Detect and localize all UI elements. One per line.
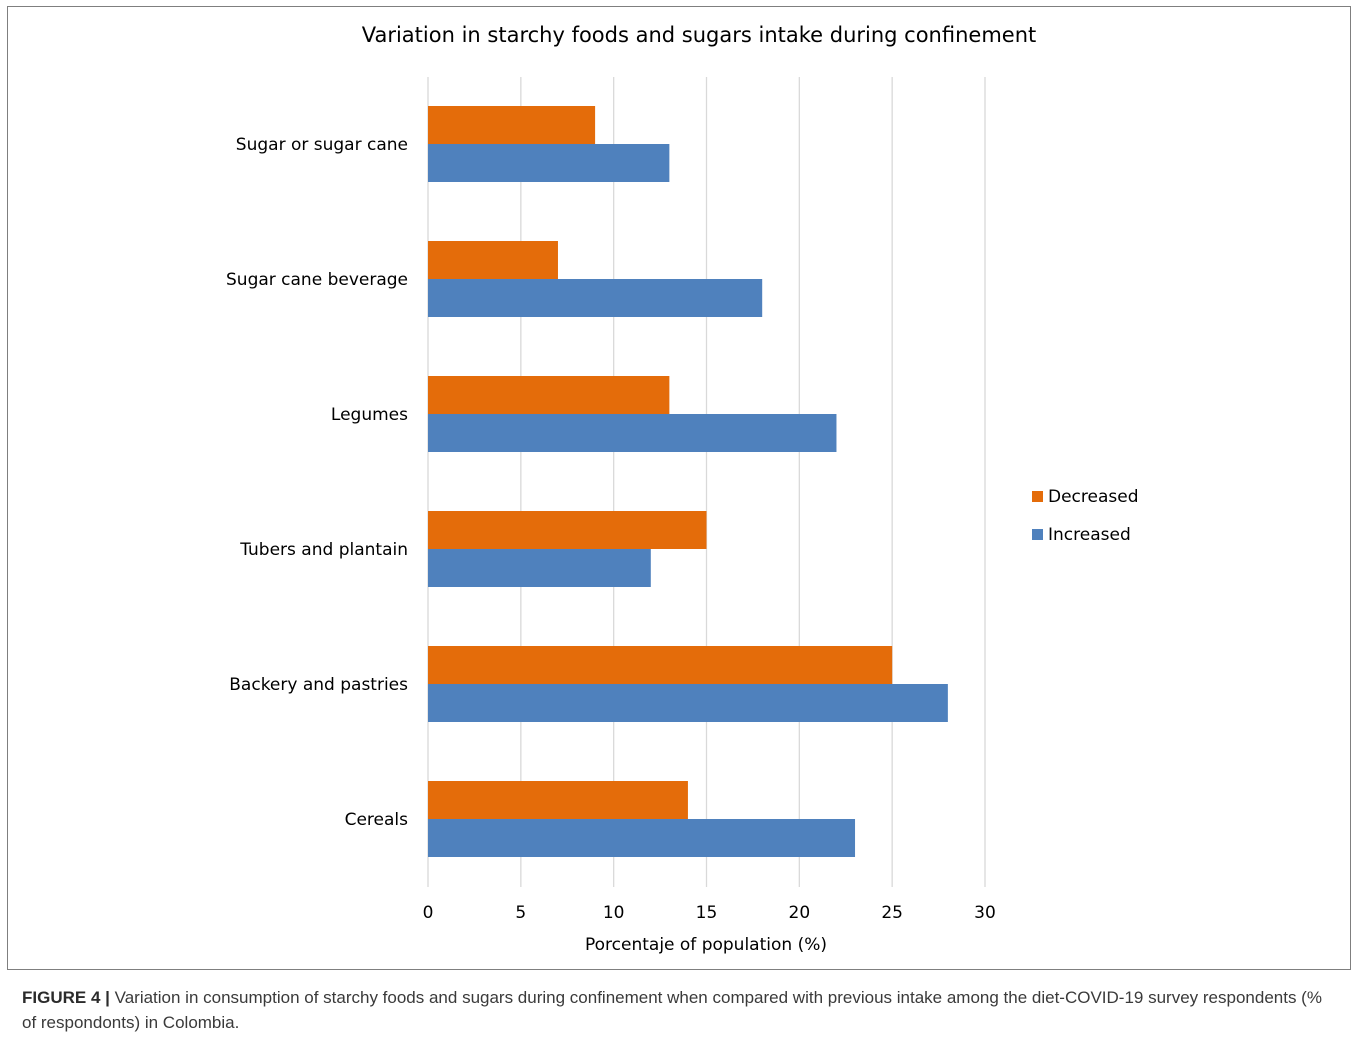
bar-decreased (428, 646, 893, 684)
figure-caption-label: FIGURE 4 | (22, 988, 110, 1007)
bars (428, 106, 948, 857)
bar-chart: Variation in starchy foods and sugars in… (226, 23, 1139, 955)
bar-increased (428, 144, 670, 182)
bar-increased (428, 819, 856, 857)
bar-decreased (428, 781, 688, 819)
x-tick-label: 30 (974, 903, 996, 923)
bar-increased (428, 684, 948, 722)
bar-decreased (428, 511, 707, 549)
bar-decreased (428, 106, 596, 144)
chart-title: Variation in starchy foods and sugars in… (362, 23, 1037, 47)
bar-decreased (428, 376, 670, 414)
x-tick-label: 0 (423, 903, 434, 923)
x-tick-label: 20 (789, 903, 811, 923)
legend-swatch (1032, 529, 1043, 540)
bar-increased (428, 414, 837, 452)
category-label: Cereals (345, 810, 409, 830)
x-tick-labels: 0 5 10 15 20 25 30 (423, 903, 996, 923)
bar-increased (428, 279, 763, 317)
category-label: Sugar or sugar cane (236, 135, 408, 155)
legend-label: Decreased (1048, 487, 1139, 507)
chart-frame: Variation in starchy foods and sugars in… (7, 6, 1351, 970)
category-label: Legumes (331, 405, 408, 425)
x-tick-label: 25 (881, 903, 903, 923)
bar-decreased (428, 241, 558, 279)
category-label: Sugar cane beverage (226, 270, 408, 290)
legend: Decreased Increased (1032, 487, 1139, 545)
category-label: Backery and pastries (229, 675, 408, 695)
category-labels: Sugar or sugar cane Sugar cane beverage Le… (226, 135, 408, 830)
x-tick-label: 15 (696, 903, 718, 923)
x-tick-label: 10 (603, 903, 625, 923)
bar-increased (428, 549, 651, 587)
figure-caption: FIGURE 4 | Variation in consumption of s… (22, 985, 1322, 1035)
figure-caption-text: Variation in consumption of starchy food… (22, 988, 1322, 1032)
legend-label: Increased (1048, 525, 1131, 545)
legend-swatch (1032, 491, 1043, 502)
grid-lines (427, 77, 986, 887)
x-tick-label: 5 (515, 903, 526, 923)
category-label: Tubers and plantain (239, 540, 408, 560)
x-axis-label: Porcentaje of population (%) (585, 935, 827, 955)
